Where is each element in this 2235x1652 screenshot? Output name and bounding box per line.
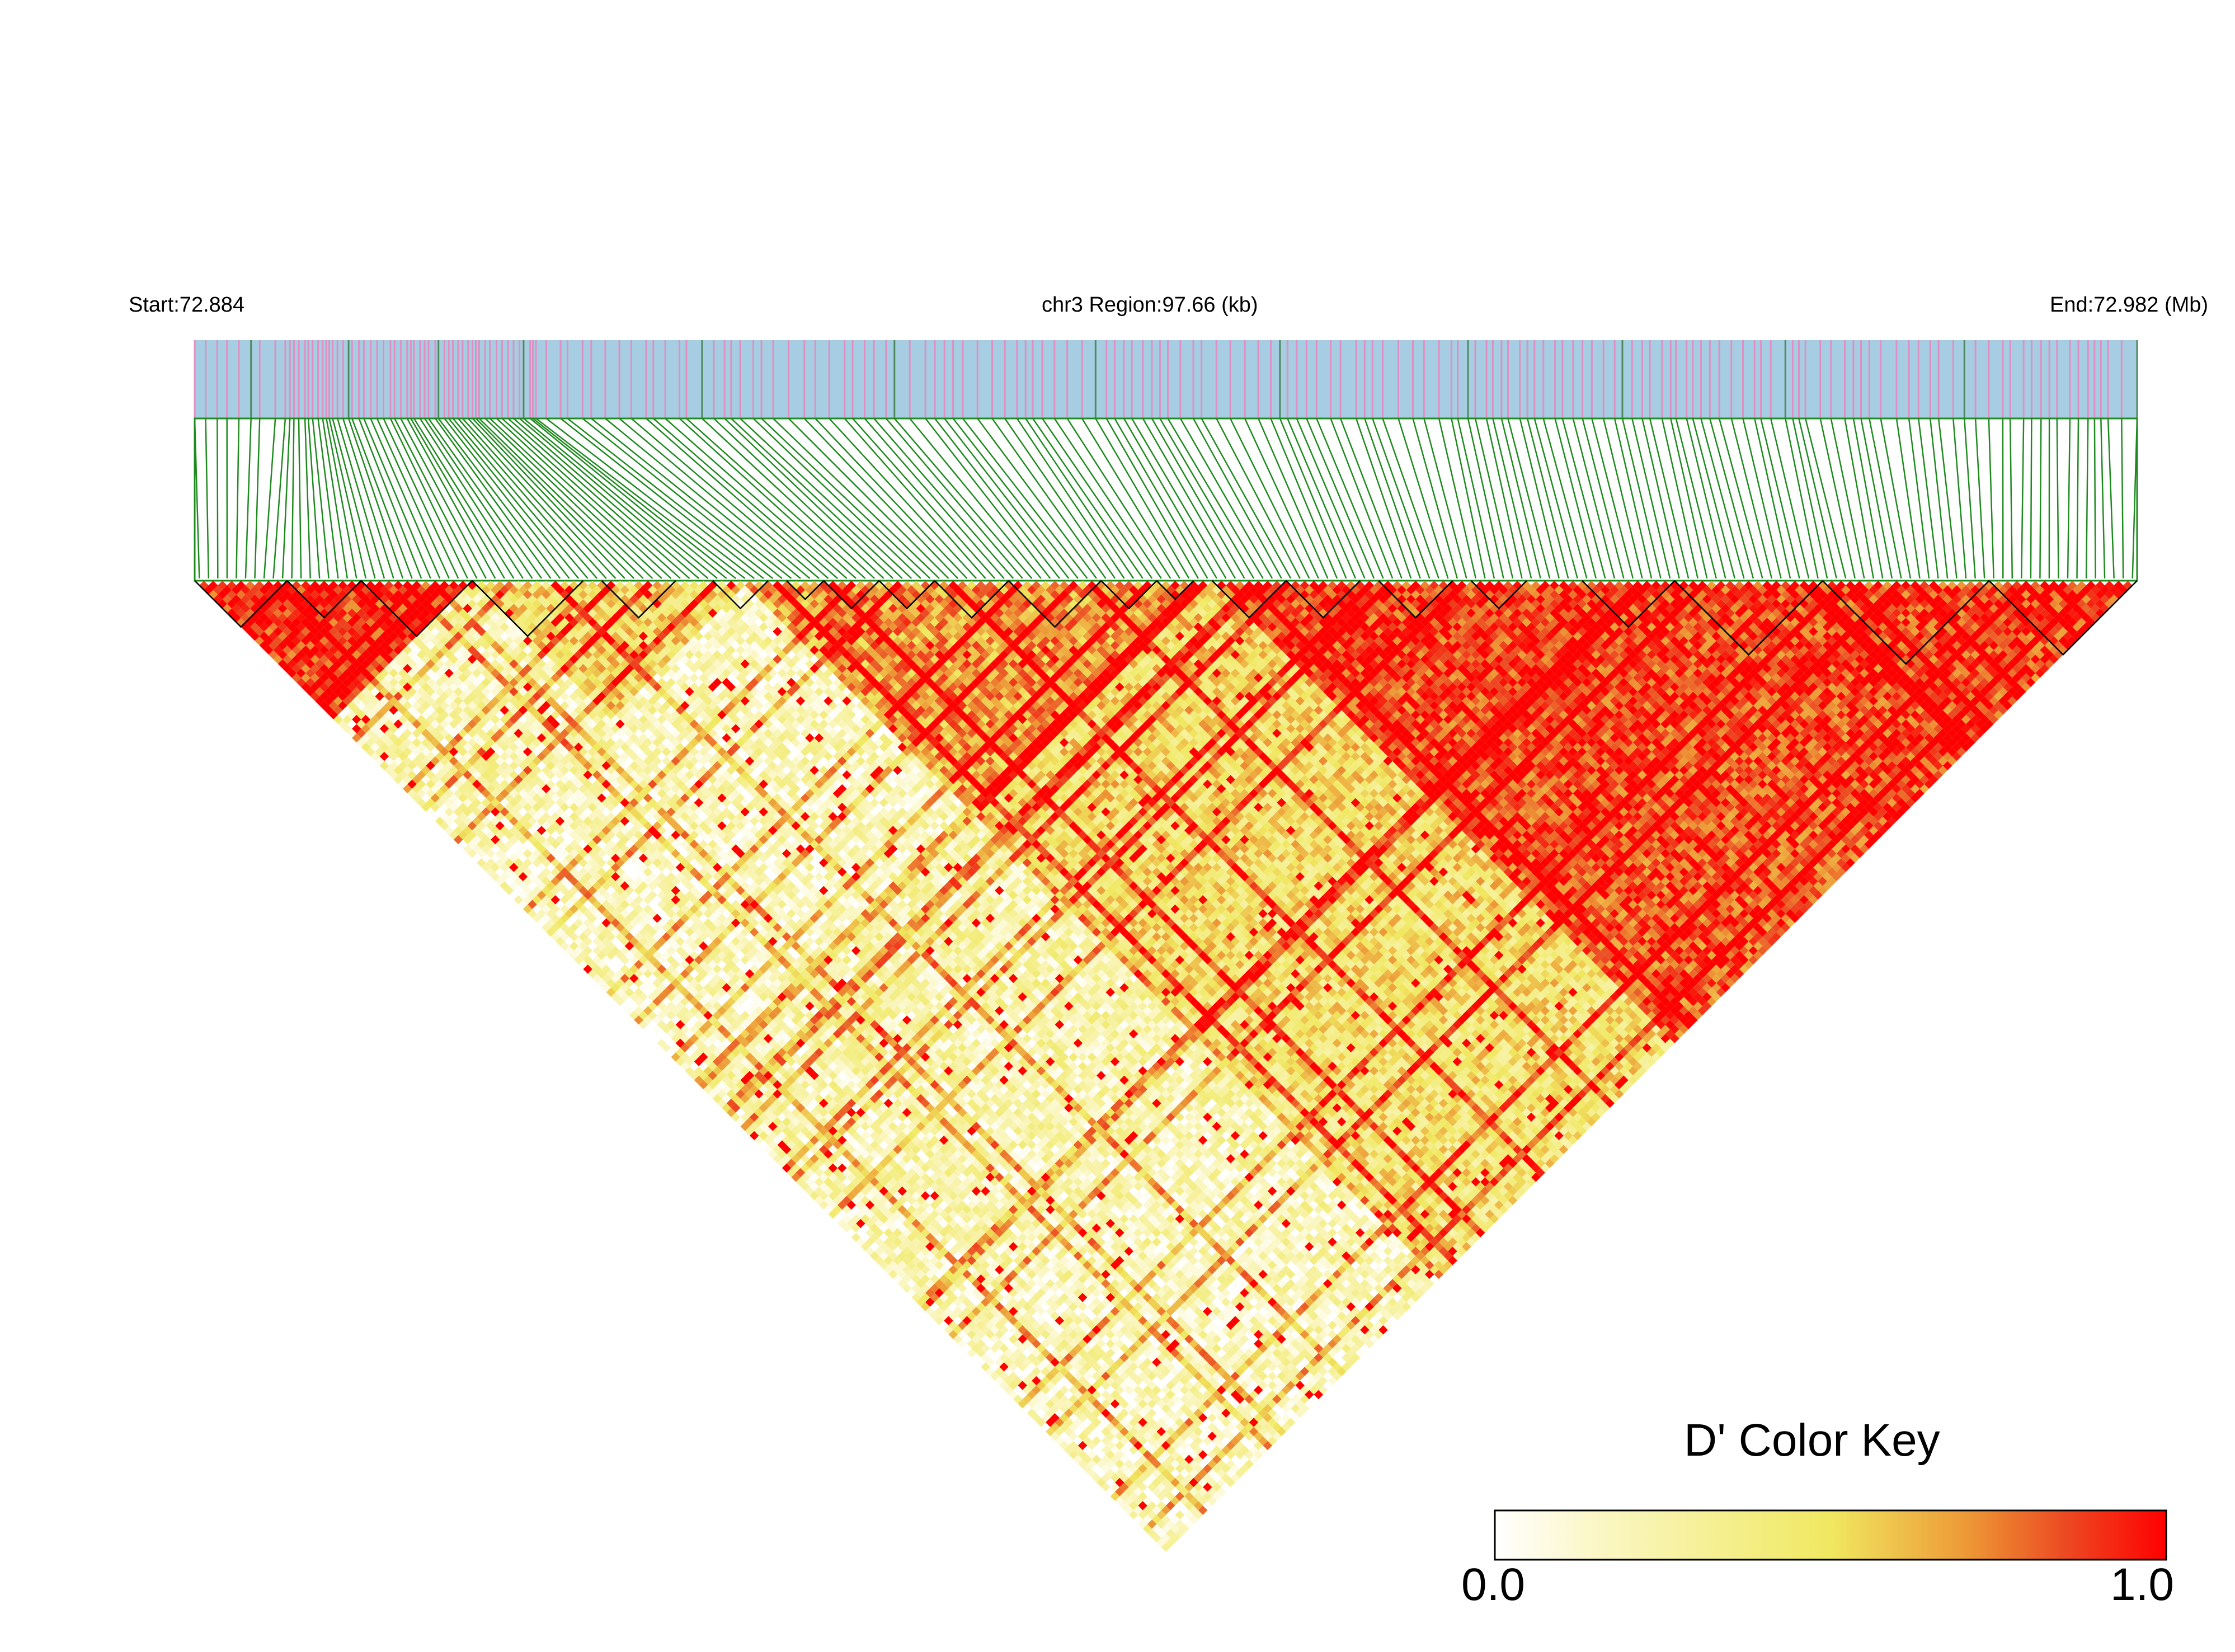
snp-connector (1025, 418, 1133, 578)
snp-connector (1413, 418, 1457, 578)
snp-connector (1861, 418, 1892, 578)
snp-connector (2086, 418, 2088, 578)
snp-connector (1710, 418, 1753, 578)
snp-connector (1671, 418, 1707, 578)
snp-connector (1124, 418, 1217, 578)
snp-connector (1853, 418, 1883, 578)
snp-connector (1143, 418, 1235, 578)
snp-connector (1909, 418, 1929, 578)
snp-connector (255, 418, 260, 578)
snp-connector (1372, 418, 1429, 578)
snp-connector (292, 418, 294, 578)
snp-connector (1761, 418, 1799, 578)
snp-connector-group (195, 418, 2137, 578)
snp-connector (1743, 418, 1781, 578)
snp-connector (761, 418, 930, 578)
snp-connector (1280, 418, 1347, 578)
snp-connector (1527, 418, 1568, 578)
snp-connector (546, 418, 754, 578)
snp-connector (963, 418, 1088, 578)
snp-connector (631, 418, 819, 578)
snp-connector (2101, 418, 2105, 578)
snp-connector (435, 418, 551, 578)
snp-connector (1451, 418, 1485, 578)
snp-connector (217, 418, 218, 578)
snp-connector (2031, 418, 2032, 578)
snp-connector (977, 418, 1097, 578)
snp-connector (2095, 418, 2096, 578)
snp-connector (1975, 418, 1984, 578)
snp-connector (1603, 418, 1642, 578)
snp-connector (264, 418, 275, 578)
snp-connector (1544, 418, 1587, 578)
snp-connector (1897, 418, 1920, 578)
snp-connector (646, 418, 829, 578)
snp-connector (2057, 418, 2059, 578)
snp-connector (1458, 418, 1494, 578)
snp-connector (1107, 418, 1198, 578)
snp-connector (1592, 418, 1633, 578)
snp-connector (206, 418, 209, 578)
snp-connector (1563, 418, 1606, 578)
snp-connector (1938, 418, 1956, 578)
snp-connector (582, 418, 782, 578)
snp-connector (1953, 418, 1966, 578)
snp-connector (1799, 418, 1836, 578)
snp-connector (299, 418, 301, 578)
snp-connector (1918, 418, 1938, 578)
snp-connector (2108, 418, 2114, 578)
snp-connector (246, 418, 251, 578)
snp-connector (1930, 418, 1947, 578)
snp-connector (1439, 418, 1476, 578)
snp-connector (1535, 418, 1578, 578)
snp-connector (1583, 418, 1624, 578)
snp-connector (2021, 418, 2024, 578)
snp-connector (1067, 418, 1171, 578)
snp-connector (1508, 418, 1550, 578)
snp-connector (1632, 418, 1670, 578)
snp-connector (1989, 418, 1994, 578)
snp-connector (1964, 418, 1975, 578)
ld-heatmap-cells (199, 581, 2132, 1552)
snp-connector (2040, 418, 2041, 578)
snp-connector (1693, 418, 1735, 578)
snp-connector (326, 418, 356, 578)
snp-connector (653, 418, 837, 578)
snp-connector (702, 418, 874, 578)
snp-connector (1719, 418, 1762, 578)
snp-connector (1095, 418, 1189, 578)
snp-connector (2068, 418, 2070, 578)
snp-connector (1754, 418, 1790, 578)
snp-connector (1792, 418, 1827, 578)
snp-connector (1615, 418, 1651, 578)
snp-connector (236, 418, 239, 578)
snp-connector (1642, 418, 1679, 578)
snp-connector (1399, 418, 1448, 578)
snp-connector (2121, 418, 2123, 578)
snp-connector (2010, 418, 2012, 578)
snp-connector (1555, 418, 1596, 578)
snp-connector (1486, 418, 1522, 578)
snp-connector (2077, 418, 2079, 578)
snp-connector (1573, 418, 1615, 578)
snp-connector (479, 418, 643, 578)
